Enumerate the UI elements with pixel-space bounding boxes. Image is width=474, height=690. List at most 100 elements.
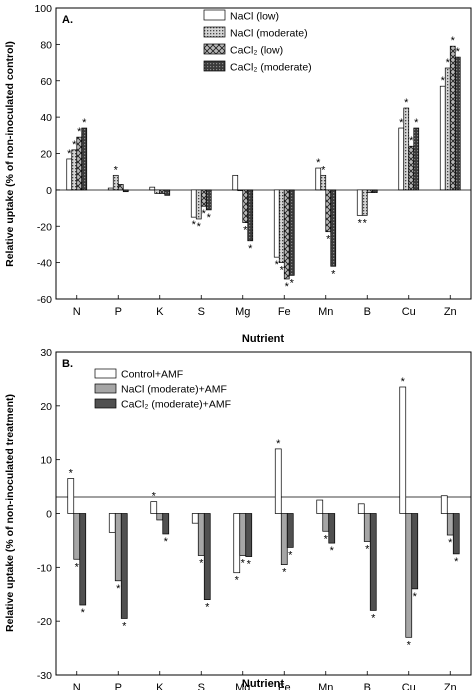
x-tick-label: Cu (402, 306, 416, 318)
bar (288, 189, 295, 276)
bar (316, 499, 324, 514)
y-ticks: -30 -20 -10 0 10 20 30 (37, 347, 60, 682)
bar (81, 127, 88, 191)
bar (357, 503, 365, 514)
significance-star: * (75, 561, 80, 573)
bar (278, 189, 285, 263)
legend-label: CaCl₂ (moderate)+AMF (121, 399, 231, 411)
significance-star: * (285, 281, 290, 293)
legend-swatch (203, 60, 226, 72)
bar (73, 513, 81, 560)
x-tick-label: Zn (444, 306, 457, 318)
x-tick-label: N (73, 682, 81, 690)
bar (164, 189, 171, 196)
bar (205, 189, 212, 211)
y-axis-label: Relative uptake (% of non-inoculated tre… (4, 394, 16, 632)
legend-swatch (203, 43, 226, 55)
significance-star: * (448, 537, 453, 549)
bar (322, 513, 330, 532)
significance-star: * (326, 234, 331, 246)
significance-star: * (248, 243, 253, 255)
x-tick-label: P (115, 306, 122, 318)
bar (369, 513, 377, 611)
bar (444, 67, 451, 191)
significance-star: * (197, 221, 202, 233)
significance-star: * (122, 620, 127, 632)
bar (239, 513, 247, 556)
significance-star: * (282, 567, 287, 579)
y-tick-label: 20 (40, 149, 52, 161)
bar (320, 174, 327, 191)
bar (76, 136, 83, 191)
legend-label: NaCl (low) (230, 11, 279, 23)
y-tick-label: 30 (40, 347, 52, 359)
bar (108, 513, 116, 533)
significance-star: * (321, 164, 326, 176)
bar (454, 56, 461, 191)
bar (330, 189, 337, 267)
legend-swatch (94, 398, 117, 409)
significance-star: * (276, 438, 281, 450)
significance-star: * (331, 268, 336, 280)
significance-star: * (81, 607, 86, 619)
significance-star: * (316, 157, 321, 169)
significance-star: * (454, 556, 459, 568)
legend-label: Control+AMF (121, 369, 183, 381)
significance-star: * (247, 559, 252, 571)
bar (273, 189, 280, 258)
x-tick-label: Fe (278, 682, 291, 690)
y-tick-label: -60 (37, 294, 52, 306)
legend-swatch (203, 26, 226, 38)
legend-label: CaCl₂ (moderate) (230, 62, 312, 74)
x-tick-label: Mn (318, 306, 333, 318)
y-tick-label: 0 (46, 185, 52, 197)
y-tick-label: 60 (40, 76, 52, 88)
bar (237, 189, 244, 192)
x-tick-label: Mn (318, 682, 333, 690)
bar (408, 145, 415, 191)
significance-star: * (205, 602, 210, 614)
bar (114, 513, 122, 582)
bar (328, 513, 336, 544)
bar (280, 513, 288, 565)
bar (195, 189, 202, 220)
significance-star: * (199, 557, 204, 569)
y-tick-label: -40 (37, 258, 52, 270)
bar (439, 85, 446, 191)
bar (274, 448, 282, 514)
bar (449, 45, 456, 191)
bar (156, 513, 164, 521)
significance-star: * (441, 75, 446, 87)
x-tick-label: P (115, 682, 122, 690)
bar (411, 513, 419, 590)
significance-star: * (358, 217, 363, 229)
bar (403, 107, 410, 191)
x-tick-label: K (156, 306, 164, 318)
significance-star: * (290, 277, 295, 289)
x-tick-label: N (73, 306, 81, 318)
bar (446, 513, 454, 536)
x-tick-label: B (364, 682, 371, 690)
significance-star: * (363, 217, 368, 229)
bar (371, 189, 378, 193)
significance-star: * (409, 135, 414, 147)
bar (150, 501, 158, 514)
x-tick-label: K (156, 682, 164, 690)
significance-star: * (72, 139, 77, 151)
bar (200, 189, 207, 207)
x-tick-label: Zn (444, 682, 457, 690)
bar (149, 186, 156, 191)
bar (366, 189, 373, 193)
x-tick-label: Mg (235, 306, 250, 318)
bar (233, 513, 241, 574)
y-ticks: -60 -40 -20 0 20 40 60 80 100 (34, 3, 60, 306)
bars: ******** ************ **** (67, 376, 460, 651)
significance-star: * (407, 639, 412, 651)
bar (440, 495, 448, 514)
y-tick-label: 20 (40, 401, 52, 413)
y-tick-label: -30 (37, 670, 52, 682)
significance-star: * (401, 376, 406, 388)
bar (361, 189, 368, 216)
x-tick-label: B (364, 306, 371, 318)
